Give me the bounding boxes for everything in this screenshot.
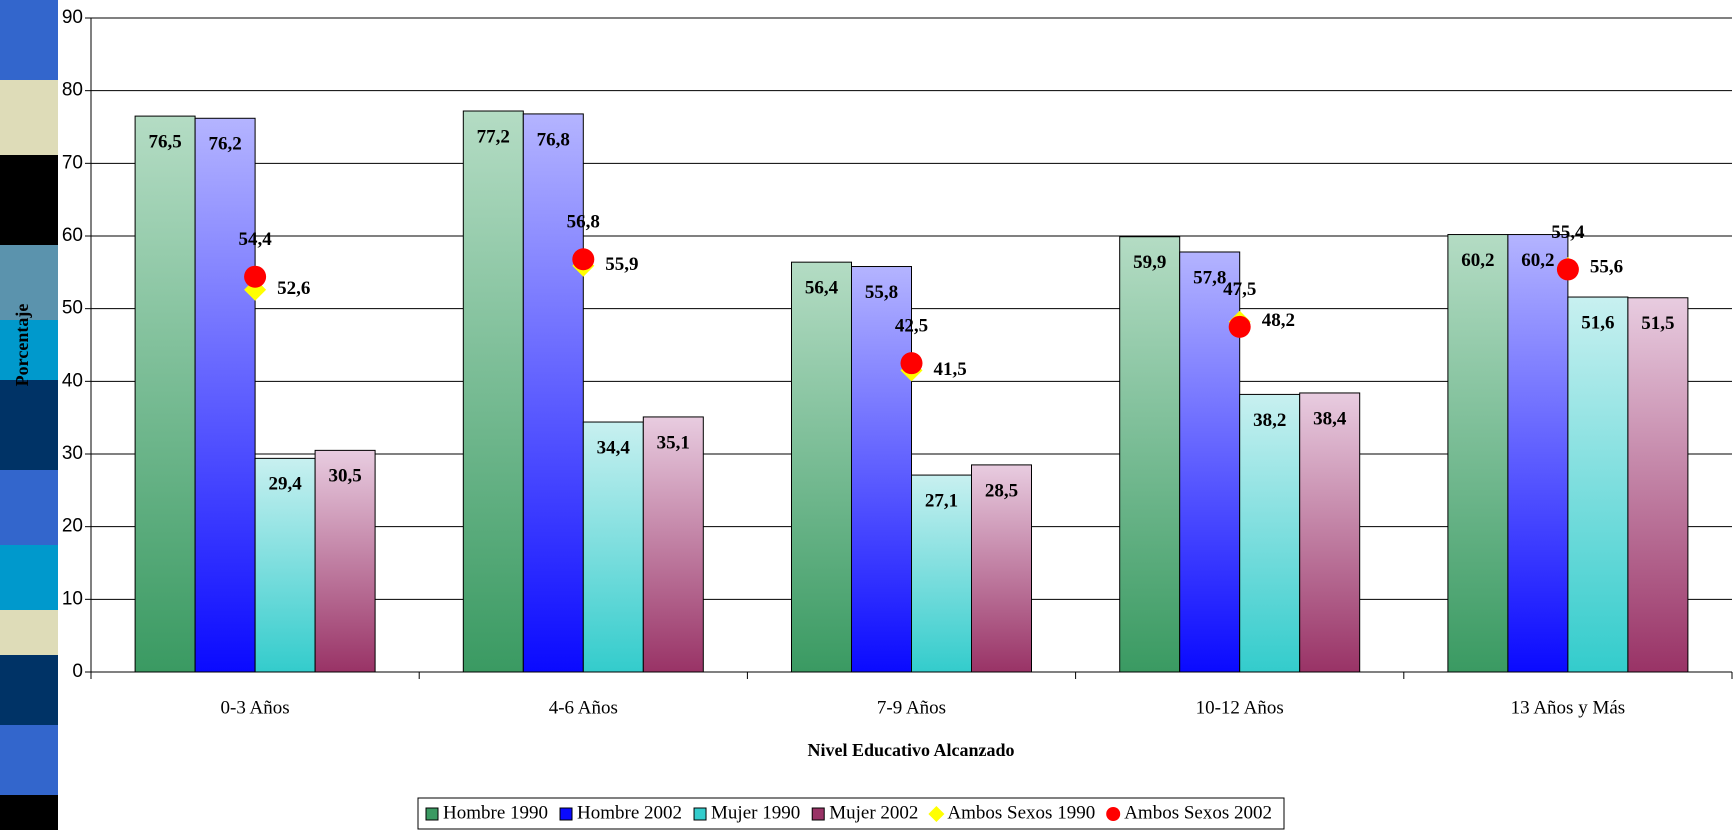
legend-swatch bbox=[425, 807, 439, 821]
value-label: 76,8 bbox=[537, 129, 570, 150]
value-label: 56,8 bbox=[567, 212, 600, 233]
legend-swatch bbox=[559, 807, 573, 821]
bar bbox=[1567, 296, 1629, 673]
y-tick-label: 10 bbox=[62, 588, 83, 609]
y-tick-label: 60 bbox=[62, 225, 83, 246]
marker bbox=[244, 265, 267, 288]
value-label: 28,5 bbox=[985, 480, 1018, 501]
value-label: 51,5 bbox=[1641, 313, 1674, 334]
bar bbox=[1507, 234, 1569, 673]
value-label: 47,5 bbox=[1223, 279, 1256, 300]
value-label: 42,5 bbox=[895, 316, 928, 337]
x-tick-label: 0-3 Años bbox=[221, 697, 290, 718]
marker bbox=[900, 352, 923, 375]
y-tick-label: 80 bbox=[62, 80, 83, 101]
value-label: 60,2 bbox=[1461, 250, 1494, 271]
bar bbox=[194, 117, 256, 673]
value-label: 29,4 bbox=[268, 474, 302, 495]
bar bbox=[971, 464, 1032, 673]
value-label: 55,9 bbox=[605, 254, 638, 275]
value-label: 27,1 bbox=[925, 490, 958, 511]
bar bbox=[851, 266, 912, 673]
value-label: 48,2 bbox=[1262, 310, 1295, 331]
value-label: 59,9 bbox=[1133, 252, 1166, 273]
bar bbox=[254, 457, 316, 673]
y-tick-label: 70 bbox=[62, 152, 83, 173]
value-label: 77,2 bbox=[477, 126, 510, 147]
legend-label: Mujer 2002 bbox=[829, 802, 918, 823]
value-label: 76,2 bbox=[208, 134, 241, 155]
bar bbox=[1447, 234, 1509, 673]
y-tick-label: 20 bbox=[62, 516, 83, 537]
value-label: 54,4 bbox=[238, 229, 272, 250]
bar bbox=[911, 474, 972, 673]
legend-label: Ambos Sexos 2002 bbox=[1124, 802, 1272, 823]
y-tick-label: 40 bbox=[62, 370, 83, 391]
value-label: 35,1 bbox=[657, 432, 690, 453]
y-tick-label: 90 bbox=[62, 7, 83, 28]
marker bbox=[572, 248, 595, 271]
y-axis-title: Porcentaje bbox=[12, 304, 32, 387]
legend bbox=[417, 797, 1285, 830]
marker bbox=[1228, 315, 1251, 338]
bar bbox=[582, 421, 644, 673]
value-label: 76,5 bbox=[148, 131, 181, 152]
bar bbox=[522, 113, 584, 673]
legend-swatch bbox=[928, 806, 945, 822]
value-label: 38,4 bbox=[1313, 408, 1347, 429]
bar bbox=[1239, 393, 1301, 673]
value-label: 34,4 bbox=[597, 437, 631, 458]
bar bbox=[1627, 297, 1689, 673]
x-tick-label: 10-12 Años bbox=[1196, 697, 1284, 718]
bar bbox=[642, 416, 704, 673]
legend-label: Mujer 1990 bbox=[711, 802, 800, 823]
value-label: 57,8 bbox=[1193, 267, 1226, 288]
x-tick-label: 13 Años y Más bbox=[1511, 697, 1626, 718]
value-label: 30,5 bbox=[328, 466, 361, 487]
bar bbox=[791, 261, 852, 673]
y-tick-label: 30 bbox=[62, 443, 83, 464]
value-label: 56,4 bbox=[805, 278, 839, 299]
bar bbox=[462, 110, 524, 673]
value-label: 55,8 bbox=[865, 282, 898, 303]
bar bbox=[1299, 392, 1361, 673]
legend-label: Ambos Sexos 1990 bbox=[947, 802, 1095, 823]
x-axis-title: Nivel Educativo Alcanzado bbox=[807, 740, 1014, 760]
value-label: 41,5 bbox=[934, 359, 967, 380]
y-tick-label: 50 bbox=[62, 298, 83, 319]
legend-label: Hombre 2002 bbox=[577, 802, 682, 823]
bar bbox=[1119, 236, 1181, 673]
bar bbox=[134, 115, 196, 673]
value-label: 52,6 bbox=[277, 278, 310, 299]
legend-swatch bbox=[811, 807, 825, 821]
bar bbox=[314, 449, 376, 673]
value-label: 38,2 bbox=[1253, 410, 1286, 431]
value-label: 55,6 bbox=[1590, 256, 1623, 277]
value-label: 60,2 bbox=[1521, 250, 1554, 271]
legend-swatch bbox=[1106, 807, 1121, 821]
value-label: 55,4 bbox=[1551, 222, 1585, 243]
bar bbox=[1179, 251, 1241, 673]
legend-swatch bbox=[693, 807, 707, 821]
legend-label: Hombre 1990 bbox=[443, 802, 548, 823]
y-tick-label: 0 bbox=[72, 661, 83, 682]
marker bbox=[1556, 258, 1579, 281]
x-tick-label: 7-9 Años bbox=[877, 697, 946, 718]
side-decoration bbox=[0, 0, 58, 830]
x-tick-label: 4-6 Años bbox=[549, 697, 618, 718]
value-label: 51,6 bbox=[1581, 312, 1614, 333]
